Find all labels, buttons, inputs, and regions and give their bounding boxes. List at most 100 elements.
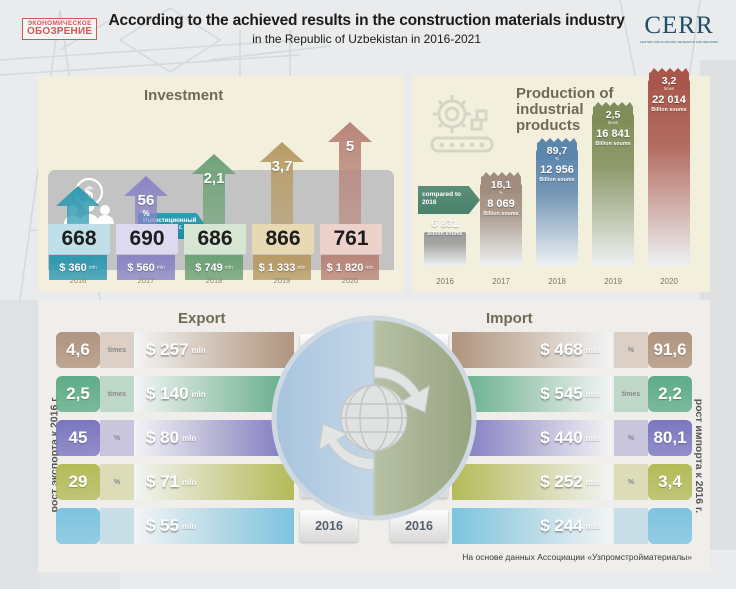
projects-count-2019: 866 bbox=[252, 224, 314, 254]
investment-growth-value-2019: 3,7 bbox=[271, 158, 293, 175]
import-value-bar-2019: $ 545 mln bbox=[452, 376, 612, 412]
production-soums-unit-2020: Billion soums bbox=[651, 107, 687, 113]
import-amount-2016: $ 244 bbox=[540, 516, 583, 535]
projects-count-2018: 686 bbox=[184, 224, 246, 254]
production-soums-band-2020: 22 014 Billion soums bbox=[641, 94, 697, 113]
investment-growth-value-2018: 2,1 bbox=[203, 170, 225, 187]
cerr-wordmark: CERR bbox=[644, 12, 714, 40]
production-times-unit-2020: times bbox=[663, 86, 674, 91]
title-block: According to the achieved results in the… bbox=[97, 12, 636, 46]
export-growth-unit-2017: % bbox=[100, 464, 134, 500]
gear-conveyor-icon bbox=[430, 95, 494, 153]
export-value-bar-2020: $ 257 mln bbox=[134, 332, 294, 368]
production-bar-2017 bbox=[480, 184, 522, 266]
production-soums-band-2019: 16 841 Billion soums bbox=[585, 128, 641, 147]
production-bar-2016 bbox=[424, 232, 466, 266]
import-growth-unit-2020: % bbox=[614, 332, 648, 368]
production-soums-2016: 6 831 bbox=[431, 218, 459, 230]
production-column-2019: 2,5 times 16 841 Billion soums 2019 bbox=[585, 102, 641, 286]
trade-panel: Export Import рост экспорта к 2016 г. ро… bbox=[38, 300, 710, 572]
import-growth-unit-2019: times bbox=[614, 376, 648, 412]
export-growth-unit-2019: times bbox=[100, 376, 134, 412]
import-title: Import bbox=[486, 310, 533, 327]
investment-year-2019: 2019 bbox=[273, 276, 291, 285]
svg-text:$: $ bbox=[85, 183, 94, 203]
production-times-value-2020: 3,2 bbox=[661, 75, 677, 87]
production-title: Production of industrial products bbox=[516, 85, 614, 134]
investment-growth-value-2020: 5 bbox=[345, 138, 355, 155]
production-year-2018: 2018 bbox=[548, 277, 566, 286]
export-amount-2020: $ 257 bbox=[146, 340, 189, 359]
investment-arrow-2020 bbox=[328, 122, 372, 246]
export-value-bar-2016: $ 55 mln bbox=[134, 508, 294, 544]
investment-year-2016: 2016 bbox=[69, 276, 87, 285]
projects-count-2020: 761 bbox=[320, 224, 382, 254]
import-amount-2017: $ 252 bbox=[540, 472, 583, 491]
import-growth-badge-2017: 3,4 bbox=[648, 464, 692, 500]
production-column-2020: 3,2 times 22 014 Billion soums 2020 bbox=[641, 68, 697, 286]
export-growth-badge-2020: 4,6 bbox=[56, 332, 100, 368]
cerr-logo: CERR CENTER FOR ECONOMIC RESEARCH AND RE… bbox=[636, 13, 722, 44]
investment-column-2019: 3,7 866 $ 1 333 mln 2019 bbox=[252, 76, 314, 292]
investment-panel: Investment $ Number of projects Investme… bbox=[38, 76, 404, 292]
production-gear-badge-2020: 3,2 times bbox=[645, 68, 693, 99]
export-growth-unit-2020: times bbox=[100, 332, 134, 368]
page-header: ЭКОНОМИЧЕСКОЕ ОБОЗРЕНИЕ According to the… bbox=[0, 0, 736, 58]
import-growth-badge-2020: 91,6 bbox=[648, 332, 692, 368]
import-amount-unit-2019: mln bbox=[585, 389, 600, 399]
export-amount-unit-2020: mln bbox=[191, 345, 206, 355]
investment-unit-2019: mln bbox=[297, 264, 306, 271]
investment-amount-box-2016: $ 360 mln bbox=[49, 255, 107, 280]
investment-unit-2020: mln bbox=[365, 264, 374, 271]
eo-logo-line2: ОБОЗРЕНИЕ bbox=[27, 26, 93, 38]
export-amount-2018: $ 80 bbox=[146, 428, 180, 447]
import-growth-unit-2018: % bbox=[614, 420, 648, 456]
export-value-bar-2018: $ 80 mln bbox=[134, 420, 294, 456]
production-times-unit-2017: % bbox=[499, 190, 503, 195]
export-amount-unit-2019: mln bbox=[191, 389, 206, 399]
production-soums-2020: 22 014 bbox=[652, 94, 686, 106]
economic-review-logo: ЭКОНОМИЧЕСКОЕ ОБОЗРЕНИЕ bbox=[22, 17, 98, 41]
import-growth-badge-2019: 2,2 bbox=[648, 376, 692, 412]
production-soums-unit-2016: Billion soums bbox=[427, 231, 463, 237]
production-bar-2018 bbox=[536, 150, 578, 266]
import-value-bar-2017: $ 252 mln bbox=[452, 464, 612, 500]
production-column-2018: 89,7% 12 956 Billion soums 2018 bbox=[532, 138, 582, 286]
export-amount-2017: $ 71 bbox=[146, 472, 180, 491]
production-year-2016: 2016 bbox=[436, 277, 454, 286]
import-value-bar-2016: $ 244 mln bbox=[452, 508, 612, 544]
investment-year-2018: 2018 bbox=[205, 276, 223, 285]
production-soums-band-2016: 6 831 Billion soums bbox=[417, 218, 473, 237]
investment-growth-value-2017: 56 bbox=[137, 192, 155, 209]
export-amount-unit-2017: mln bbox=[182, 477, 197, 487]
investment-amount-box-2020: $ 1 820 mln bbox=[321, 255, 379, 280]
page-subtitle: in the Republic of Uzbekistan in 2016-20… bbox=[252, 32, 482, 46]
production-panel: Production of industrial products compar… bbox=[412, 68, 710, 292]
investment-column-2017: 56% 690 $ 560 mln 2017 bbox=[116, 76, 178, 292]
production-year-2020: 2020 bbox=[660, 277, 678, 286]
production-soums-2017: 8 069 bbox=[487, 198, 515, 210]
investment-amount-2017: $ 560 bbox=[127, 261, 155, 274]
export-value-bar-2019: $ 140 mln bbox=[134, 376, 294, 412]
investment-column-2018: 2,1 686 $ 749 mln 2018 bbox=[184, 76, 246, 292]
investment-column-2016: 668 $ 360 mln 2016 bbox=[48, 76, 110, 292]
production-soums-band-2017: 8 069 Billion soums bbox=[473, 198, 529, 217]
production-column-2017: 18,1% 8 069 Billion soums 2017 bbox=[473, 172, 529, 286]
import-amount-2019: $ 545 bbox=[540, 384, 583, 403]
export-title: Export bbox=[178, 310, 226, 327]
export-value-bar-2017: $ 71 mln bbox=[134, 464, 294, 500]
production-gear-badge-2017: 18,1% bbox=[477, 172, 525, 203]
production-gear-badge-2019: 2,5 times bbox=[589, 102, 637, 133]
export-amount-2016: $ 55 bbox=[146, 516, 180, 535]
source-footnote: На основе данных Ассоциации «Узпромстрой… bbox=[462, 552, 692, 562]
production-times-value-2019: 2,5 bbox=[605, 109, 621, 121]
investment-amount-box-2019: $ 1 333 mln bbox=[253, 255, 311, 280]
production-gear-badge-2018: 89,7% bbox=[533, 138, 581, 169]
page-title: According to the achieved results in the… bbox=[108, 12, 625, 29]
investment-arrow-2018 bbox=[192, 154, 236, 246]
import-amount-unit-2018: mln bbox=[585, 433, 600, 443]
production-soums-unit-2017: Billion soums bbox=[483, 211, 519, 217]
export-growth-badge-2017: 29 bbox=[56, 464, 100, 500]
production-year-2019: 2019 bbox=[604, 277, 622, 286]
